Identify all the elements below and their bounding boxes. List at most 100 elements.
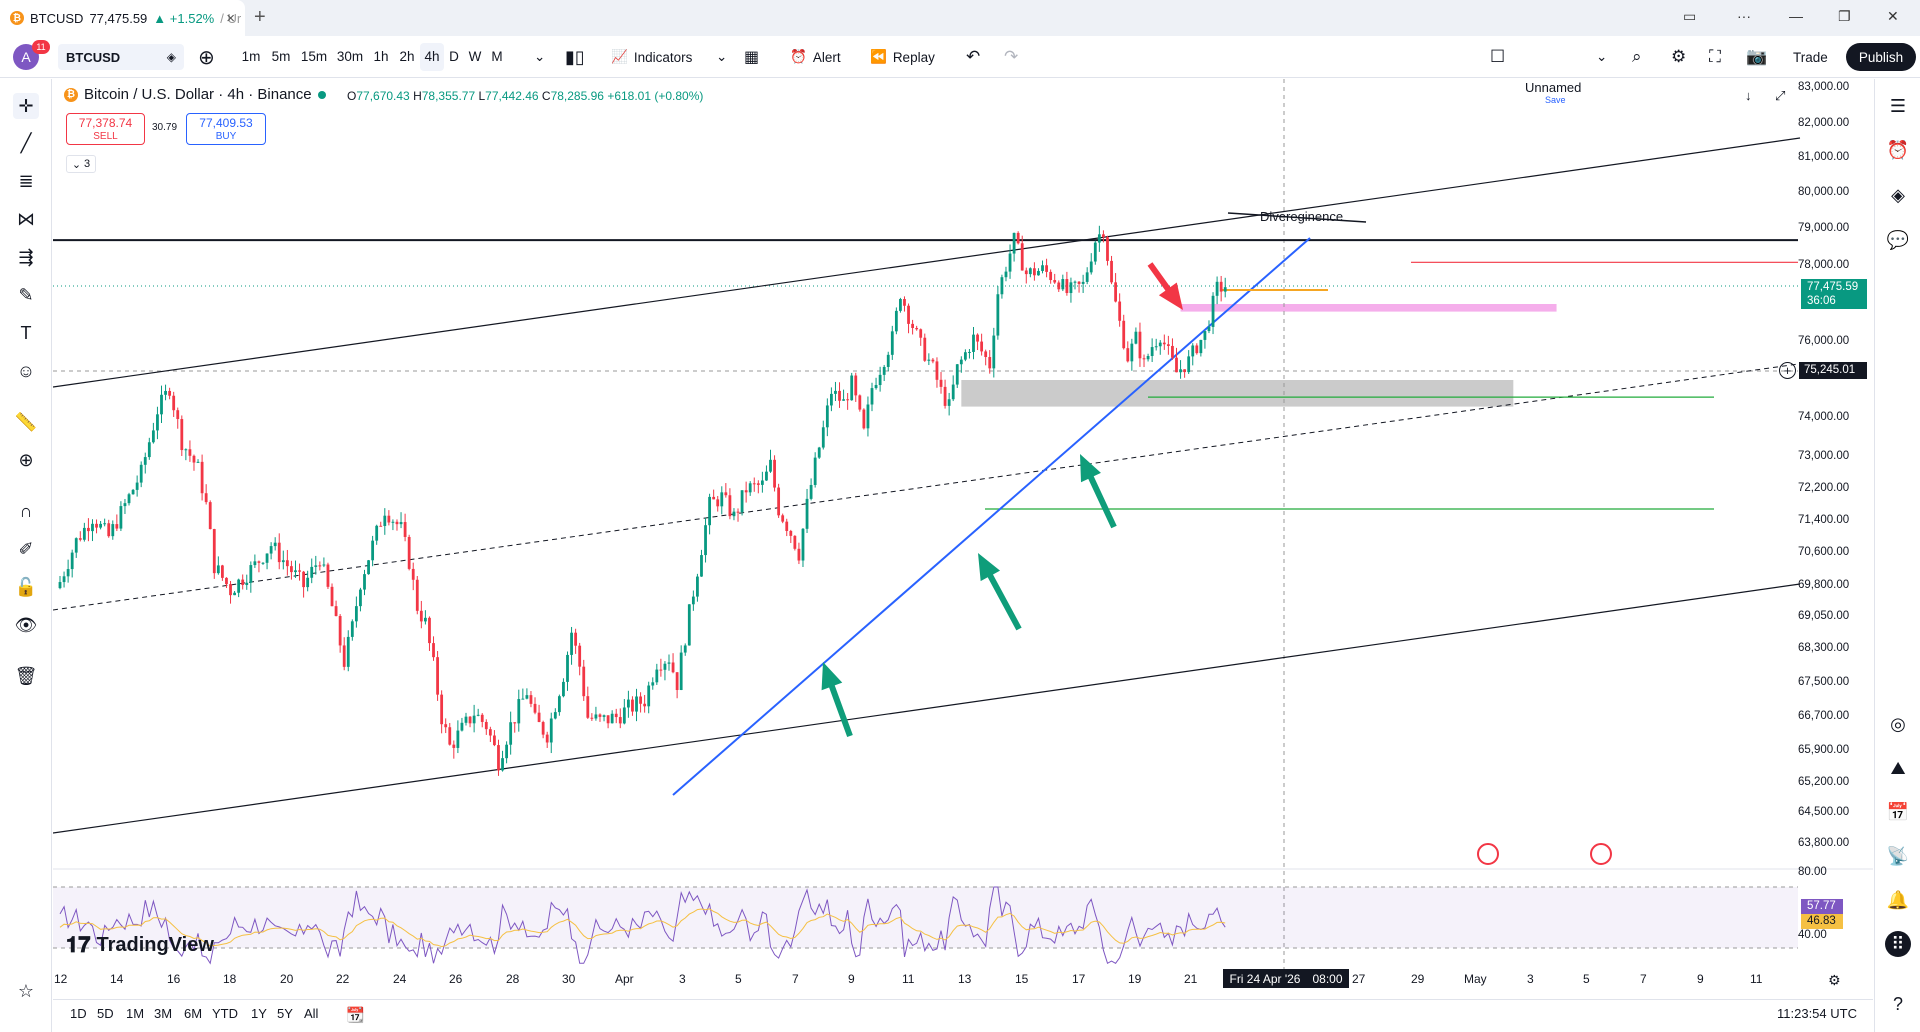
candle-body [874, 385, 878, 389]
us-event-flag-icon[interactable] [1477, 843, 1499, 865]
ideas-icon[interactable]: ⛰ [1890, 757, 1906, 778]
interval-D[interactable]: D [449, 49, 459, 64]
bell-icon[interactable]: 🔔 [1886, 889, 1910, 910]
templates-icon[interactable]: ▦ [744, 49, 760, 66]
maximize-chart-icon[interactable]: ⤢ [1775, 88, 1786, 103]
close-window-icon[interactable]: ✕ [1887, 8, 1899, 24]
settings-gear-icon[interactable]: ⚙ [1671, 47, 1687, 66]
zoom-in-icon[interactable]: ⊕ [18, 449, 34, 470]
broadcast-icon[interactable]: 📡 [1886, 845, 1910, 866]
range-1m[interactable]: 1M [126, 1006, 145, 1021]
watchlist-icon[interactable]: ☰ [1889, 95, 1907, 116]
range-6m[interactable]: 6M [184, 1006, 203, 1021]
candle-body [996, 294, 1000, 336]
interval-2h[interactable]: 2h [399, 49, 415, 64]
crosshair-icon[interactable]: ✛ [13, 93, 39, 119]
scroll-down-icon[interactable]: ↓ [1745, 88, 1752, 103]
annotation-arrow [1080, 454, 1117, 529]
close-tab-icon[interactable]: × [226, 9, 235, 27]
range-ytd[interactable]: YTD [212, 1006, 238, 1021]
apps-grid-icon[interactable]: ⠿ [1885, 931, 1911, 957]
replay-button[interactable]: ⏪ Replay [870, 36, 935, 78]
range-5y[interactable]: 5Y [277, 1006, 293, 1021]
camera-icon[interactable]: 📷 [1746, 47, 1768, 66]
layout-dropdown-icon[interactable]: ⌄ [1596, 49, 1608, 64]
interval-5m[interactable]: 5m [271, 49, 291, 64]
ruler-icon[interactable]: 📏 [14, 411, 38, 432]
brush-icon[interactable]: ✎ [18, 284, 34, 305]
range-5d[interactable]: 5D [97, 1006, 114, 1021]
undo-icon[interactable]: ↶ [966, 47, 981, 66]
buy-button[interactable]: 77,409.53 BUY [186, 113, 266, 145]
lock-drawing-icon[interactable]: ✐ [18, 538, 34, 559]
candle-body [1138, 331, 1142, 359]
rsi-band [53, 887, 1798, 948]
tradingview-logo[interactable]: 𝟏𝟕 TradingView [66, 932, 214, 958]
layout-checkbox-icon[interactable]: ☐ [1490, 47, 1506, 66]
layout-name-button[interactable]: Unnamed Save [1525, 81, 1581, 107]
interval-1h[interactable]: 1h [373, 49, 389, 64]
interval-W[interactable]: W [468, 49, 482, 64]
utc-clock[interactable]: 11:23:54 UTC [1777, 1006, 1857, 1021]
indicators-button[interactable]: 📈 Indicators [611, 36, 692, 78]
publish-button[interactable]: Publish [1846, 43, 1916, 71]
alerts-clock-icon[interactable]: ⏰ [1886, 139, 1910, 160]
interval-M[interactable]: M [491, 49, 503, 64]
interval-dropdown-icon[interactable]: ⌄ [534, 49, 546, 64]
fullscreen-icon[interactable]: ⛶ [1709, 47, 1721, 66]
range-1y[interactable]: 1Y [251, 1006, 267, 1021]
minimize-icon[interactable]: — [1789, 8, 1803, 24]
candle-body [931, 359, 935, 362]
chat-icon[interactable]: 💬 [1886, 229, 1910, 250]
range-1d[interactable]: 1D [70, 1006, 87, 1021]
trade-button[interactable]: Trade [1793, 49, 1828, 65]
prediction-icon[interactable]: ⇶ [18, 246, 34, 267]
interval-30m[interactable]: 30m [336, 49, 364, 64]
compare-plus-icon[interactable]: ⊕ [198, 46, 215, 69]
redo-icon[interactable]: ↷ [1004, 47, 1019, 66]
emoji-icon[interactable]: ☺ [16, 360, 36, 381]
quick-search-icon[interactable]: ⌕ [1632, 47, 1642, 66]
calendar-icon[interactable]: 📅 [1886, 801, 1910, 822]
symbol-title[interactable]: Bitcoin / U.S. Dollar · 4h · Binance [84, 86, 312, 103]
star-icon[interactable]: ☆ [17, 980, 35, 1001]
trend-line-icon[interactable]: ╱ [20, 132, 32, 153]
pattern-icon[interactable]: ⋈ [17, 208, 35, 229]
collapse-indicators-button[interactable]: ⌄ 3 [66, 155, 96, 173]
candle-body [350, 621, 354, 637]
restore-icon[interactable]: ❐ [1838, 8, 1851, 24]
fib-retracement-icon[interactable]: ≣ [18, 170, 34, 191]
range-3m[interactable]: 3M [154, 1006, 173, 1021]
help-icon[interactable]: ? [1892, 993, 1903, 1014]
range-all[interactable]: All [304, 1006, 319, 1021]
candle-body [501, 758, 504, 771]
alert-button[interactable]: ⏰ Alert [790, 36, 841, 78]
more-icon[interactable]: ··· [1737, 8, 1751, 24]
eye-icon[interactable]: 👁 [14, 614, 38, 635]
browser-tab[interactable]: ₿ BTCUSD 77,475.59 ▲ +1.52% / Ur × [0, 0, 245, 36]
interval-4h[interactable]: 4h [420, 43, 444, 71]
price-chart[interactable] [53, 79, 1873, 999]
us-event-flag-icon[interactable] [1590, 843, 1612, 865]
indicators-dropdown-icon[interactable]: ⌄ [716, 49, 728, 64]
add-alert-plus-icon[interactable]: + [1779, 362, 1796, 379]
text-icon[interactable]: T [20, 322, 32, 343]
new-tab-icon[interactable]: + [254, 6, 266, 28]
trash-icon[interactable]: 🗑 [14, 665, 38, 686]
watch-icon[interactable]: ◈ [166, 50, 176, 64]
close-value: 78,285.96 [550, 89, 604, 103]
axis-settings-gear-icon[interactable]: ⚙ [1828, 972, 1841, 988]
candle-body [773, 459, 776, 488]
candle-type-icon[interactable]: ▮▯ [565, 46, 585, 67]
layers-icon[interactable]: ◈ [1891, 184, 1905, 205]
interval-1m[interactable]: 1m [241, 49, 261, 64]
interval-15m[interactable]: 15m [300, 49, 328, 64]
screen-icon[interactable]: ▭ [1683, 8, 1697, 24]
symbol-search[interactable]: BTCUSD ◈ [58, 44, 184, 70]
target-icon[interactable]: ◎ [1890, 713, 1906, 734]
magnet-icon[interactable]: ∩ [19, 500, 33, 521]
date-range-calendar-icon[interactable]: 📆 [346, 1007, 365, 1024]
divergence-annotation[interactable]: Divereginence [1260, 209, 1344, 224]
sell-button[interactable]: 77,378.74 SELL [66, 113, 145, 145]
lock-icon[interactable]: 🔓 [14, 576, 38, 597]
